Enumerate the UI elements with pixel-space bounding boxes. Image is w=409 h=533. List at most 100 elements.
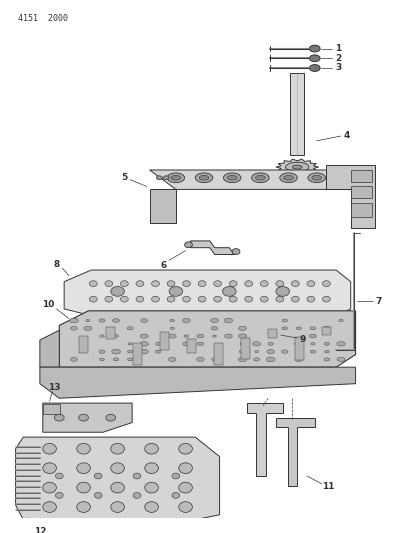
Ellipse shape bbox=[89, 281, 97, 287]
Ellipse shape bbox=[178, 482, 192, 493]
Ellipse shape bbox=[267, 342, 273, 345]
Ellipse shape bbox=[238, 357, 246, 361]
Ellipse shape bbox=[306, 296, 314, 302]
Ellipse shape bbox=[238, 334, 246, 338]
Ellipse shape bbox=[279, 173, 297, 183]
Ellipse shape bbox=[222, 287, 236, 296]
Ellipse shape bbox=[127, 358, 133, 361]
Ellipse shape bbox=[291, 296, 299, 302]
Ellipse shape bbox=[76, 482, 90, 493]
Text: 12: 12 bbox=[34, 527, 46, 533]
Ellipse shape bbox=[169, 287, 182, 296]
Ellipse shape bbox=[211, 358, 217, 361]
Ellipse shape bbox=[231, 249, 239, 254]
Ellipse shape bbox=[238, 326, 246, 330]
Ellipse shape bbox=[110, 482, 124, 493]
Ellipse shape bbox=[240, 343, 244, 345]
Ellipse shape bbox=[322, 281, 330, 287]
Bar bbox=[350, 170, 371, 182]
Ellipse shape bbox=[168, 334, 176, 338]
Ellipse shape bbox=[309, 350, 315, 353]
Ellipse shape bbox=[239, 350, 245, 353]
Ellipse shape bbox=[182, 342, 189, 346]
Ellipse shape bbox=[211, 327, 217, 330]
Ellipse shape bbox=[254, 351, 258, 353]
Ellipse shape bbox=[182, 281, 190, 287]
Ellipse shape bbox=[198, 296, 205, 302]
Ellipse shape bbox=[229, 296, 236, 302]
Ellipse shape bbox=[112, 319, 119, 322]
Bar bbox=[186, 340, 196, 353]
Text: 8: 8 bbox=[53, 260, 59, 269]
Ellipse shape bbox=[120, 281, 128, 287]
Ellipse shape bbox=[184, 242, 192, 248]
Ellipse shape bbox=[127, 327, 133, 330]
Ellipse shape bbox=[212, 335, 216, 337]
Ellipse shape bbox=[324, 343, 328, 345]
Ellipse shape bbox=[110, 463, 124, 473]
Ellipse shape bbox=[251, 173, 268, 183]
Ellipse shape bbox=[133, 473, 141, 479]
Ellipse shape bbox=[127, 350, 133, 353]
Polygon shape bbox=[190, 241, 234, 254]
Ellipse shape bbox=[266, 357, 274, 362]
Ellipse shape bbox=[144, 482, 158, 493]
Ellipse shape bbox=[291, 281, 299, 287]
Polygon shape bbox=[246, 403, 282, 476]
Bar bbox=[79, 336, 88, 353]
Polygon shape bbox=[326, 165, 374, 228]
Ellipse shape bbox=[43, 502, 56, 512]
Ellipse shape bbox=[163, 176, 169, 180]
Bar bbox=[159, 332, 169, 350]
Bar bbox=[213, 343, 223, 365]
Ellipse shape bbox=[89, 296, 97, 302]
Ellipse shape bbox=[99, 350, 105, 353]
Bar bbox=[106, 327, 115, 339]
Ellipse shape bbox=[99, 335, 104, 337]
Ellipse shape bbox=[309, 64, 319, 71]
Ellipse shape bbox=[324, 350, 328, 353]
Ellipse shape bbox=[43, 463, 56, 473]
Ellipse shape bbox=[139, 349, 148, 354]
Ellipse shape bbox=[306, 281, 314, 287]
Ellipse shape bbox=[144, 443, 158, 454]
Ellipse shape bbox=[196, 334, 203, 338]
Polygon shape bbox=[275, 159, 318, 175]
Ellipse shape bbox=[54, 414, 64, 421]
Ellipse shape bbox=[182, 296, 190, 302]
Ellipse shape bbox=[311, 175, 321, 180]
Ellipse shape bbox=[322, 296, 330, 302]
Ellipse shape bbox=[266, 350, 274, 353]
Ellipse shape bbox=[294, 342, 302, 346]
Polygon shape bbox=[40, 367, 355, 398]
Ellipse shape bbox=[323, 326, 330, 330]
Ellipse shape bbox=[94, 492, 102, 498]
Ellipse shape bbox=[229, 281, 236, 287]
Ellipse shape bbox=[244, 296, 252, 302]
Ellipse shape bbox=[292, 165, 301, 169]
Text: 11: 11 bbox=[321, 482, 334, 491]
Ellipse shape bbox=[285, 162, 308, 172]
Ellipse shape bbox=[111, 349, 120, 354]
Text: 13: 13 bbox=[48, 383, 61, 392]
Ellipse shape bbox=[198, 281, 205, 287]
Ellipse shape bbox=[178, 463, 192, 473]
Bar bbox=[350, 203, 371, 216]
Ellipse shape bbox=[110, 287, 124, 296]
Ellipse shape bbox=[309, 327, 315, 330]
Ellipse shape bbox=[171, 492, 179, 498]
Ellipse shape bbox=[79, 414, 88, 421]
Ellipse shape bbox=[265, 321, 280, 329]
Ellipse shape bbox=[139, 342, 148, 346]
Ellipse shape bbox=[113, 358, 119, 361]
Ellipse shape bbox=[210, 319, 218, 322]
Text: 7: 7 bbox=[375, 296, 381, 305]
Ellipse shape bbox=[43, 443, 56, 454]
Ellipse shape bbox=[167, 296, 175, 302]
Bar bbox=[350, 187, 371, 198]
Ellipse shape bbox=[197, 342, 203, 345]
Ellipse shape bbox=[86, 319, 90, 321]
Ellipse shape bbox=[76, 502, 90, 512]
Ellipse shape bbox=[281, 350, 287, 353]
Ellipse shape bbox=[213, 281, 221, 287]
